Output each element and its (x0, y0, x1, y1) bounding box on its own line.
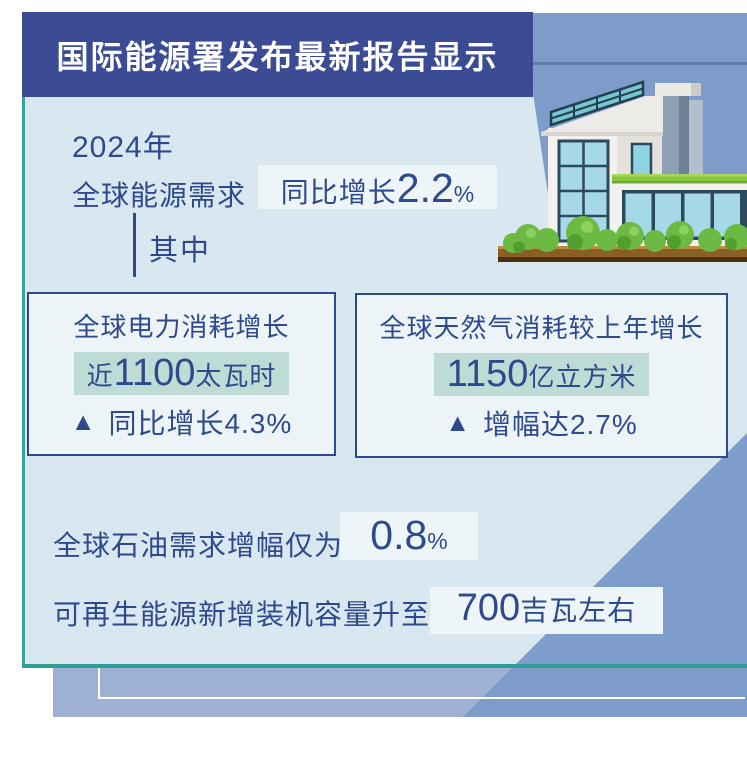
electricity-stat-box: 全球电力消耗增长 近 1100 太瓦时 ▲ 同比增长4.3% (27, 292, 336, 456)
electricity-highlight-value: 1100 (113, 352, 196, 394)
electricity-delta-label: 同比增长4.3% (108, 408, 293, 439)
among-label: 其中 (149, 235, 212, 267)
electricity-highlight-unit: 太瓦时 (195, 361, 277, 391)
banner-title: 国际能源署发布最新报告显示 (56, 38, 499, 75)
oil-line-label: 全球石油需求增幅仅为 (53, 530, 344, 561)
oil-unit: % (427, 528, 448, 554)
oil-value: 0.8 (370, 512, 428, 558)
electricity-highlight-prefix: 近 (86, 361, 114, 391)
gas-highlight-value: 1150 (446, 353, 529, 395)
gas-highlight: 1150 亿立方米 (433, 353, 650, 396)
renewables-value: 700 (456, 587, 521, 629)
panel-left-teal-line (22, 93, 25, 667)
panel-bottom-teal-line (22, 664, 747, 668)
renewables-line-label: 可再生能源新增装机容量升至 (53, 599, 431, 630)
band-frame-line (98, 668, 745, 699)
gas-box-title: 全球天然气消耗较上年增长 (379, 313, 704, 343)
electricity-delta-row: ▲ 同比增长4.3% (71, 402, 293, 442)
renewables-unit: 吉瓦左右 (520, 595, 637, 626)
solar-building-illustration (498, 80, 747, 262)
renewables-value-highlight: 700 吉瓦左右 (430, 587, 663, 634)
connector-line (133, 213, 136, 277)
electricity-highlight: 近 1100 太瓦时 (73, 352, 290, 395)
gas-delta-row: ▲ 增幅达2.7% (445, 403, 638, 443)
growth-value: 2.2 (396, 165, 454, 211)
gas-stat-box: 全球天然气消耗较上年增长 1150 亿立方米 ▲ 增幅达2.7% (355, 293, 728, 458)
growth-highlight: 同比增长 2.2 % (258, 165, 497, 211)
up-triangle-icon: ▲ (445, 408, 470, 437)
subject-label: 全球能源需求 (72, 180, 247, 211)
growth-unit: % (453, 181, 475, 207)
oil-value-highlight: 0.8 % (340, 512, 478, 560)
up-triangle-icon: ▲ (70, 407, 96, 436)
gas-delta-label: 增幅达2.7% (482, 409, 638, 440)
growth-prefix: 同比增长 (280, 177, 397, 208)
gas-highlight-unit: 亿立方米 (528, 362, 637, 392)
electricity-box-title: 全球电力消耗增长 (73, 312, 290, 342)
year-label: 2024年 (72, 131, 174, 164)
background-horizontal-line (533, 62, 747, 65)
report-banner: 国际能源署发布最新报告显示 (22, 12, 533, 97)
